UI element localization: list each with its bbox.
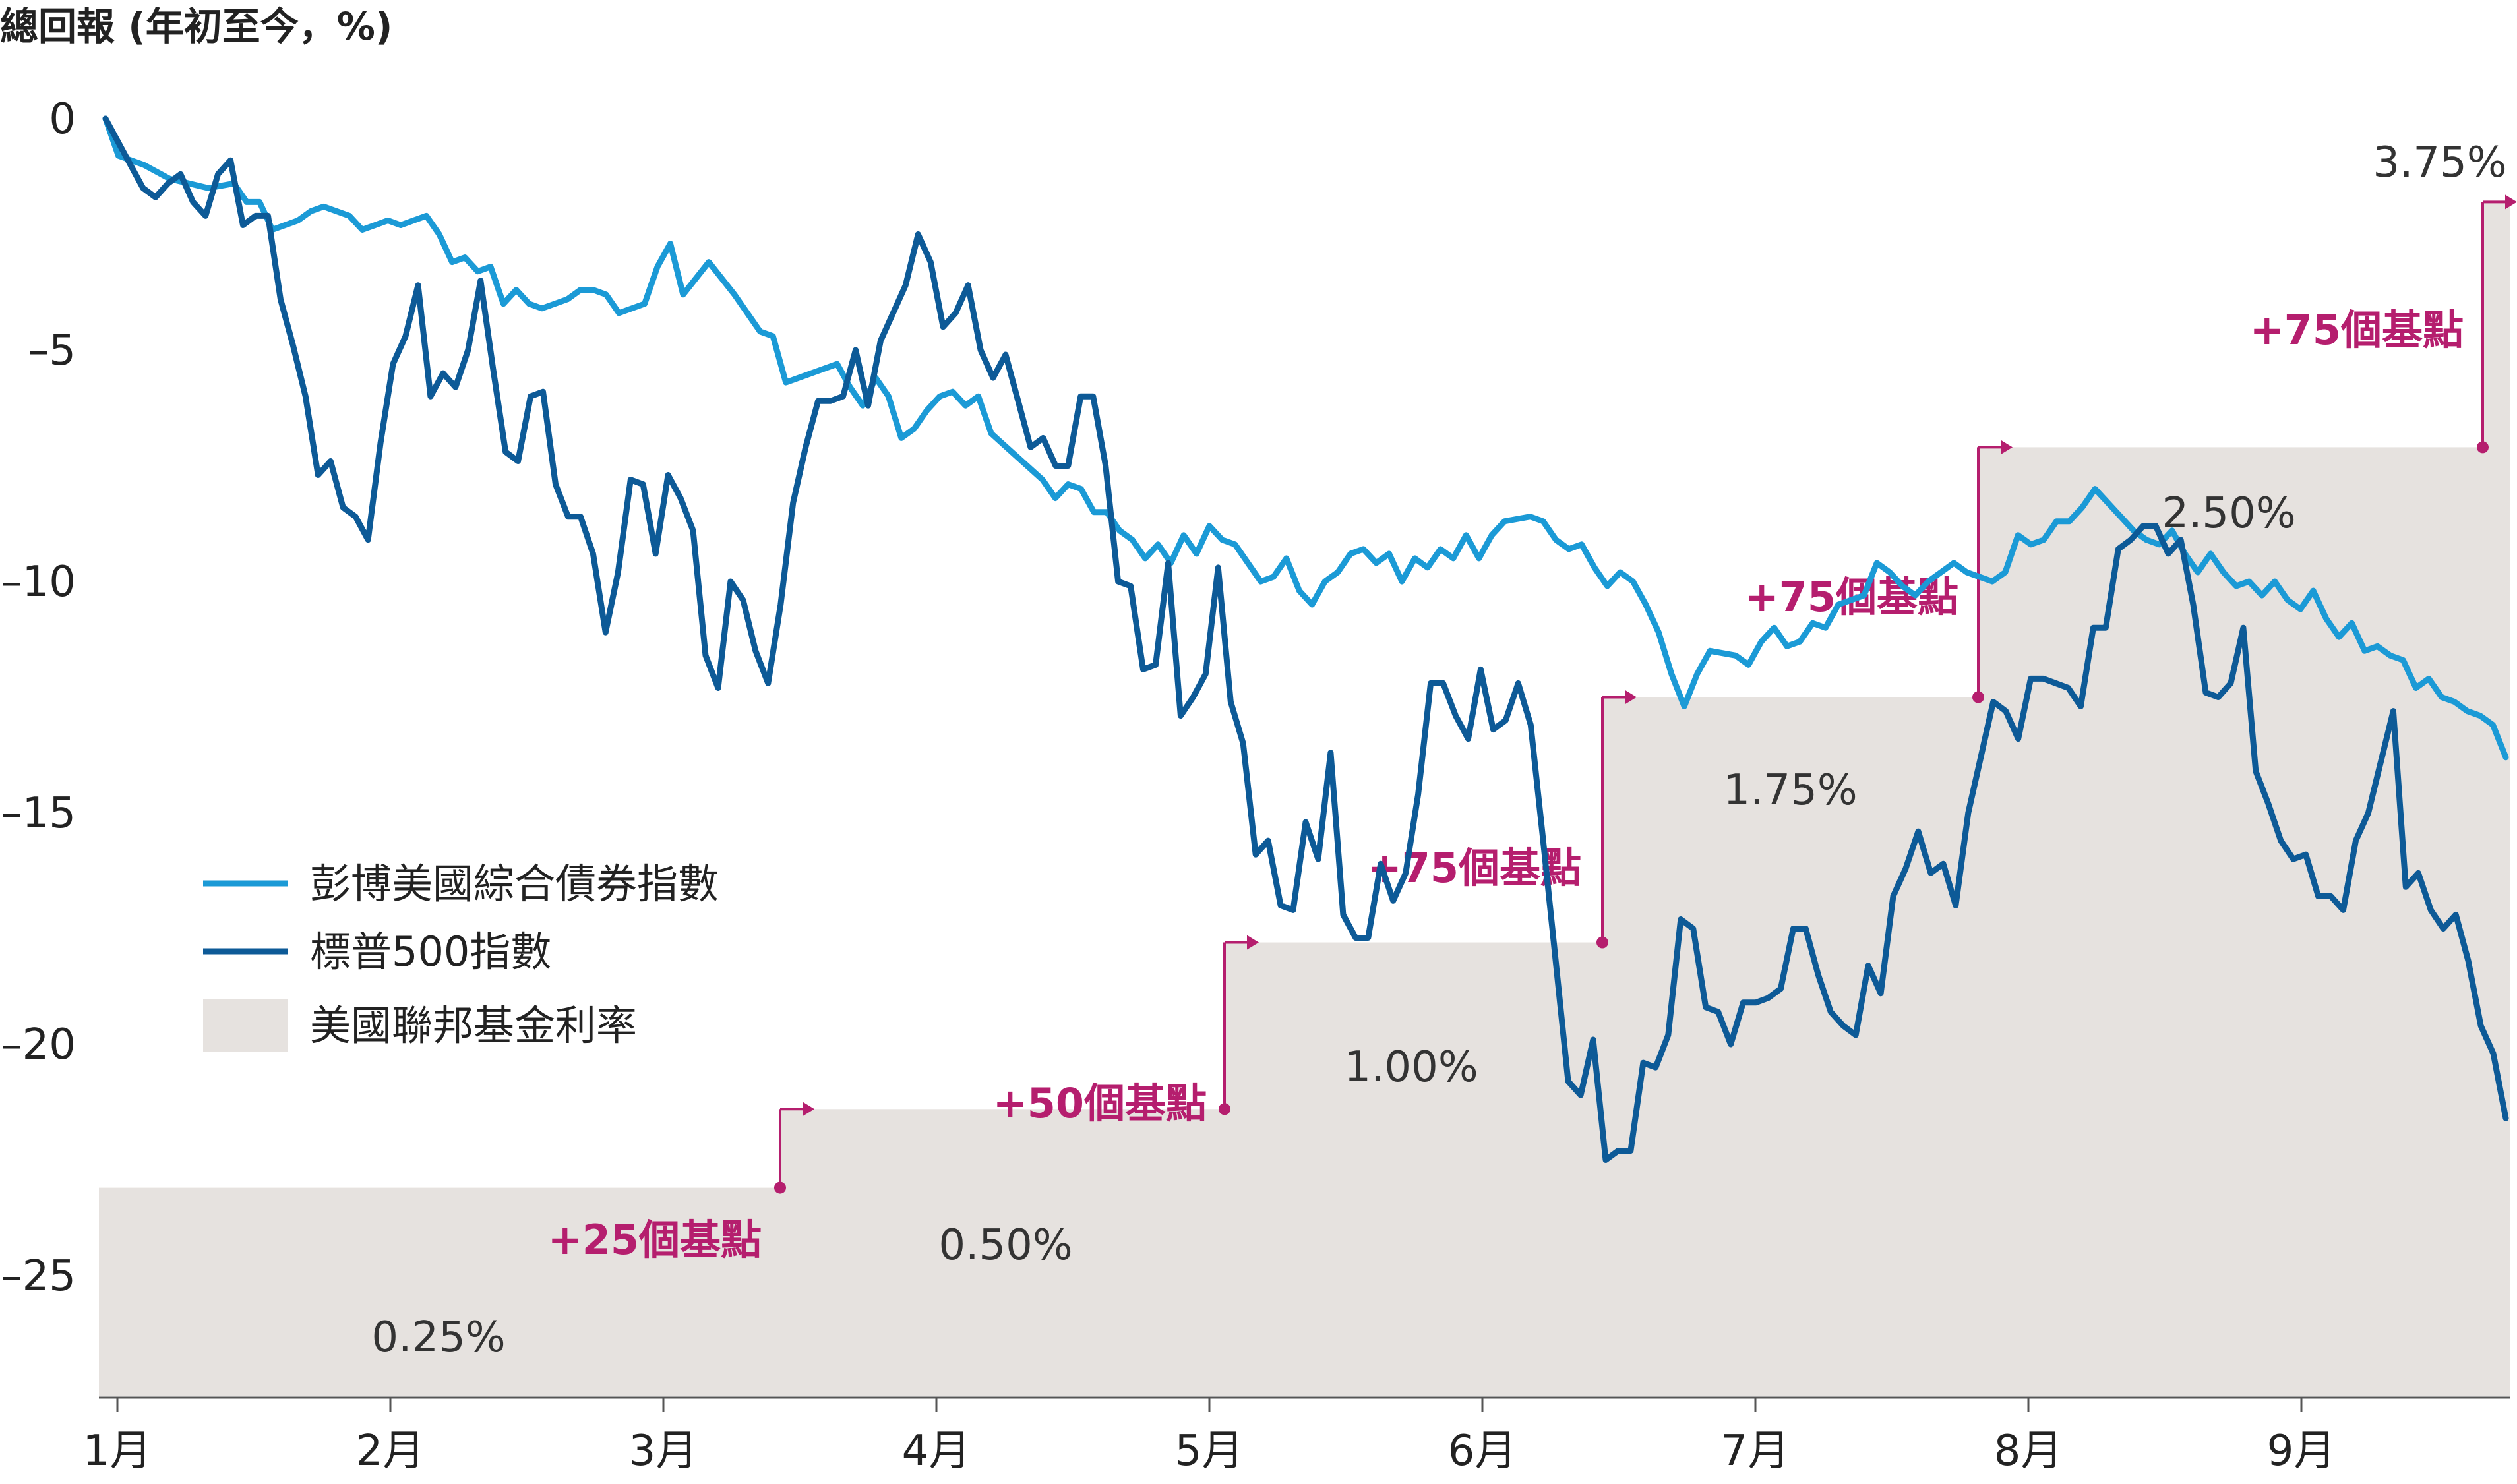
fed-rate-label: 0.25% [371, 1313, 505, 1362]
chart-title: 總回報 (年初至今，%) [0, 4, 392, 49]
x-tick-label: 9月 [2267, 1427, 2336, 1475]
fed-rate-label: 2.50% [2162, 489, 2295, 538]
y-tick-label: –20 [1, 1021, 76, 1069]
hike-label: +25個基點 [548, 1216, 762, 1264]
legend-swatch-area [203, 999, 288, 1052]
fed-rate-label: 1.00% [1344, 1043, 1478, 1092]
hike-label: +50個基點 [993, 1079, 1207, 1127]
fed-rate-step [780, 1109, 1225, 1396]
hike-label: +75個基點 [2250, 306, 2464, 354]
x-axis: 1月 2月 3月 4月 5月 6月 7月 8月 9月 [83, 1396, 2510, 1475]
y-tick-label: –10 [1, 558, 76, 607]
series-lines [102, 115, 2509, 1163]
y-tick-label: –25 [1, 1252, 76, 1301]
hike-arrowhead [1625, 690, 1637, 705]
legend-label: 標普500指數 [310, 928, 551, 976]
x-tick-label: 8月 [1994, 1427, 2063, 1475]
fed-rate-step [99, 1187, 781, 1396]
fed-rate-area [99, 202, 2510, 1397]
hike-arrowhead [1247, 935, 1259, 950]
fed-rate-step [2483, 202, 2510, 1396]
fed-rate-labels: 0.25% 0.50% 1.00% 1.75% 2.50% 3.75% [371, 138, 2506, 1362]
y-tick-label: –15 [1, 789, 76, 838]
fed-rate-label: 1.75% [1723, 766, 1857, 815]
fed-rate-step [1978, 447, 2483, 1397]
fed-rate-label: 0.50% [938, 1221, 1072, 1270]
x-tick-label: 1月 [83, 1427, 152, 1475]
x-tick-label: 2月 [356, 1427, 425, 1475]
hike-arrowhead [2001, 440, 2013, 455]
rate-hike-markers: +25個基點+50個基點+75個基點+75個基點+75個基點 [548, 194, 2517, 1264]
hike-arrowhead [803, 1102, 814, 1117]
x-tick-label: 4月 [902, 1427, 971, 1475]
legend-label: 美國聯邦基金利率 [310, 1001, 637, 1050]
hike-arrowhead [2505, 194, 2517, 210]
y-tick-label: 0 [49, 95, 76, 144]
bond-index-line [102, 115, 2509, 761]
legend-label: 彭博美國綜合債券指數 [310, 860, 719, 908]
fed-rate-step [1225, 942, 1603, 1396]
x-tick-label: 5月 [1175, 1427, 1244, 1475]
x-tick-label: 6月 [1448, 1427, 1517, 1475]
y-axis: 0 –5 –10 –15 –20 –25 [1, 95, 76, 1301]
x-tick-label: 7月 [1721, 1427, 1790, 1475]
x-tick-label: 3月 [629, 1427, 698, 1475]
y-tick-label: –5 [28, 326, 76, 375]
sp500-line [102, 115, 2509, 1163]
fed-rate-label: 3.75% [2373, 138, 2506, 187]
